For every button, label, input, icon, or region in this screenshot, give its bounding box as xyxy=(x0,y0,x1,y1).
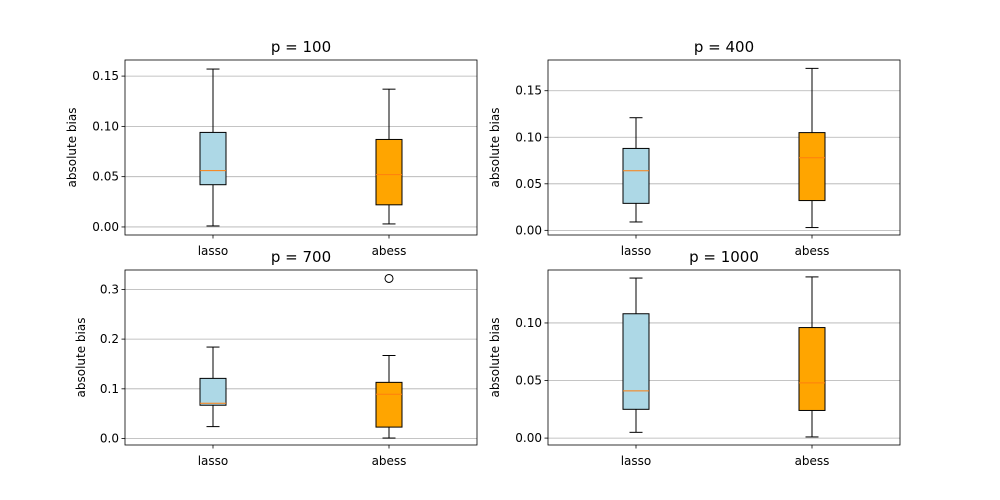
x-tick-label: abess xyxy=(795,244,830,258)
box-lasso xyxy=(199,68,227,227)
y-tick-label: 0.0 xyxy=(100,432,119,446)
x-tick-label: abess xyxy=(372,454,407,468)
box-body xyxy=(375,381,403,428)
subplot-1: 0.00 0.05 0.10 0.15 lasso abess p = 100 absolut… xyxy=(65,38,478,258)
y-tick-label: 0.05 xyxy=(92,170,119,184)
axes-frame xyxy=(547,59,901,236)
subplot-title: p = 1000 xyxy=(689,248,759,266)
subplot-title: p = 100 xyxy=(271,38,331,56)
axes-frame xyxy=(124,59,478,236)
subplot-4: 0.00 0.05 0.10 lasso abess p = 1000 absolute b… xyxy=(488,248,901,468)
box-body xyxy=(798,327,826,411)
box-abess xyxy=(375,273,403,439)
y-axis-label: absolute bias xyxy=(488,318,502,398)
box-body xyxy=(199,377,227,406)
box-abess xyxy=(375,88,403,225)
y-tick-label: 0.2 xyxy=(100,332,119,346)
axes-frame xyxy=(547,269,901,446)
box-abess xyxy=(798,276,826,438)
y-tick-label: 0.00 xyxy=(515,431,542,445)
box-body xyxy=(375,138,403,206)
box-body xyxy=(798,132,826,202)
y-axis-label: absolute bias xyxy=(65,108,79,188)
subplot-2: 0.00 0.05 0.10 0.15 lasso abess p = 400 absolut… xyxy=(488,38,901,258)
y-tick-label: 0.15 xyxy=(92,69,119,83)
box-lasso xyxy=(622,277,650,433)
box-body xyxy=(622,147,650,204)
subplot-title: p = 400 xyxy=(694,38,754,56)
y-tick-label: 0.05 xyxy=(515,177,542,191)
x-tick-label: lasso xyxy=(198,244,229,258)
y-tick-label: 0.10 xyxy=(515,316,542,330)
y-tick-label: 0.00 xyxy=(515,223,542,237)
y-axis-label: absolute bias xyxy=(74,318,88,398)
y-axis-label: absolute bias xyxy=(488,108,502,188)
outlier-point xyxy=(384,273,394,283)
x-tick-label: abess xyxy=(372,244,407,258)
box-lasso xyxy=(622,117,650,223)
box-abess xyxy=(798,67,826,229)
y-tick-label: 0.15 xyxy=(515,84,542,98)
y-tick-label: 0.05 xyxy=(515,374,542,388)
y-tick-label: 0.3 xyxy=(100,282,119,296)
subplot-title: p = 700 xyxy=(271,248,331,266)
box-body xyxy=(199,131,227,186)
y-tick-label: 0.10 xyxy=(515,130,542,144)
y-tick-label: 0.00 xyxy=(92,220,119,234)
box-body xyxy=(622,313,650,410)
axes-frame xyxy=(124,269,478,446)
x-tick-label: abess xyxy=(795,454,830,468)
y-tick-label: 0.1 xyxy=(100,382,119,396)
box-lasso xyxy=(199,346,227,428)
x-tick-label: lasso xyxy=(621,244,652,258)
y-tick-label: 0.10 xyxy=(92,119,119,133)
subplot-3: 0.0 0.1 0.2 0.3 lasso abess p = 700 absolute bi… xyxy=(74,248,478,468)
x-tick-label: lasso xyxy=(198,454,229,468)
x-tick-label: lasso xyxy=(621,454,652,468)
